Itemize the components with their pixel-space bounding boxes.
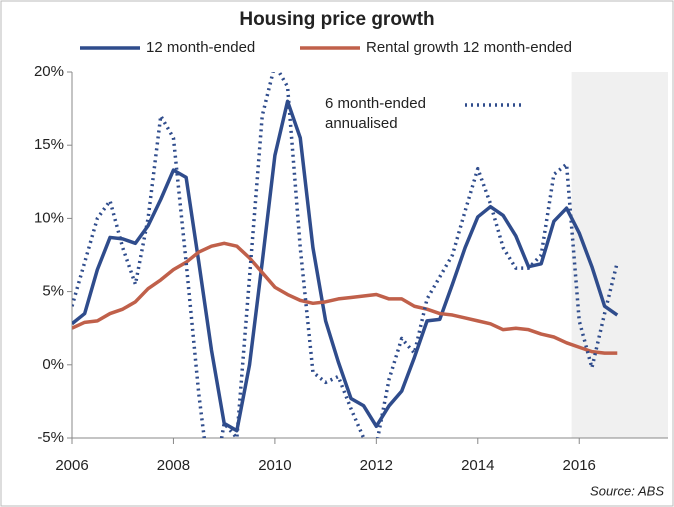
y-tick-label: 20% bbox=[34, 63, 64, 80]
legend-label: Rental growth 12 month-ended bbox=[366, 39, 572, 56]
x-tick-label: 2010 bbox=[258, 457, 291, 474]
legend-label: 6 month-ended annualised bbox=[325, 95, 426, 132]
x-tick-label: 2008 bbox=[157, 457, 190, 474]
legend-label: 12 month-ended bbox=[146, 39, 255, 56]
y-tick-label: -5% bbox=[37, 429, 64, 446]
line-series bbox=[72, 72, 619, 438]
plot-area bbox=[72, 72, 619, 438]
y-tick-label: 0% bbox=[42, 356, 64, 373]
x-tick-label: 2006 bbox=[55, 457, 88, 474]
line-series bbox=[72, 99, 619, 433]
chart-title: Housing price growth bbox=[239, 9, 434, 30]
y-tick-label: 5% bbox=[42, 283, 64, 300]
x-tick-label: 2016 bbox=[563, 457, 596, 474]
y-tick-label: 15% bbox=[34, 136, 64, 153]
source: Source: ABS bbox=[590, 483, 664, 498]
x-tick-label: 2012 bbox=[360, 457, 393, 474]
line-series bbox=[72, 241, 618, 355]
y-tick-label: 10% bbox=[34, 209, 64, 226]
x-tick-label: 2014 bbox=[461, 457, 494, 474]
